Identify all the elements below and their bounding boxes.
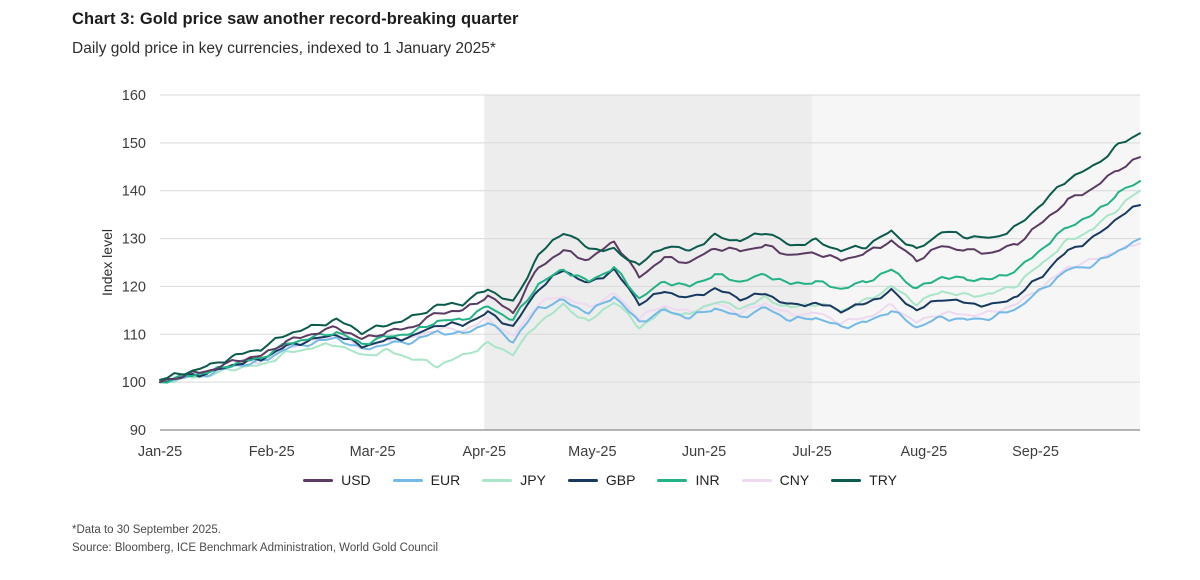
x-axis-labels: Jan-25 Feb-25 Mar-25 Apr-25 May-25 Jun-25 Jul-… bbox=[138, 444, 1059, 460]
legend-item-cny: CNY bbox=[741, 472, 810, 488]
svg-text:Mar-25: Mar-25 bbox=[350, 444, 396, 460]
grid-lines bbox=[160, 94, 1140, 431]
svg-text:90: 90 bbox=[130, 423, 146, 439]
series-line-jpy bbox=[159, 189, 1141, 384]
legend-swatch-gbp bbox=[567, 478, 598, 482]
series-line-gbp bbox=[159, 204, 1141, 384]
legend-swatch-cny bbox=[741, 478, 772, 482]
svg-text:Sep-25: Sep-25 bbox=[1012, 444, 1059, 460]
svg-text:Jun-25: Jun-25 bbox=[682, 444, 726, 460]
legend-item-inr: INR bbox=[657, 472, 720, 488]
legend-label: EUR bbox=[430, 472, 461, 488]
y-axis-title: Index level bbox=[99, 229, 115, 296]
legend-item-gbp: GBP bbox=[567, 472, 636, 488]
legend-swatch-eur bbox=[392, 478, 423, 482]
series-line-try bbox=[159, 132, 1141, 381]
legend-swatch-usd bbox=[303, 478, 334, 482]
chart-footnote: *Data to 30 September 2025. bbox=[72, 524, 221, 536]
legend-label: INR bbox=[695, 472, 720, 488]
svg-text:May-25: May-25 bbox=[568, 444, 616, 460]
svg-text:120: 120 bbox=[122, 279, 146, 295]
series-line-usd bbox=[159, 156, 1141, 384]
legend-label: CNY bbox=[779, 472, 810, 488]
legend-swatch-try bbox=[831, 478, 862, 482]
legend-label: TRY bbox=[869, 472, 897, 488]
legend-swatch-inr bbox=[657, 478, 688, 482]
svg-text:Jan-25: Jan-25 bbox=[138, 444, 182, 460]
series-lines bbox=[159, 132, 1141, 384]
svg-text:110: 110 bbox=[123, 327, 146, 343]
legend-item-try: TRY bbox=[831, 472, 897, 488]
svg-text:Feb-25: Feb-25 bbox=[249, 444, 295, 460]
series-line-eur bbox=[159, 237, 1141, 384]
svg-text:130: 130 bbox=[122, 232, 146, 248]
legend-swatch-jpy bbox=[482, 478, 513, 482]
chart-source: Source: Bloomberg, ICE Benchmark Adminis… bbox=[72, 542, 439, 554]
chart-title: Chart 3: Gold price saw another record-b… bbox=[72, 10, 519, 28]
svg-text:160: 160 bbox=[122, 88, 146, 104]
svg-text:100: 100 bbox=[122, 375, 146, 391]
series-line-inr bbox=[159, 180, 1141, 384]
chart-subtitle: Daily gold price in key currencies, inde… bbox=[72, 40, 496, 57]
legend-label: USD bbox=[341, 472, 371, 488]
legend-label: GBP bbox=[605, 472, 636, 488]
svg-text:150: 150 bbox=[122, 136, 146, 152]
svg-text:140: 140 bbox=[122, 184, 146, 200]
legend-item-jpy: JPY bbox=[482, 472, 546, 488]
gold-price-line-chart: 90 100 110 120 130 140 150 160 Jan-25 Feb-25 Mar-2… bbox=[99, 88, 1141, 460]
svg-text:Jul-25: Jul-25 bbox=[792, 444, 832, 460]
chart-legend: USD EUR JPY GBP INR CNY TRY bbox=[0, 472, 1200, 488]
legend-item-eur: EUR bbox=[392, 472, 461, 488]
legend-item-usd: USD bbox=[303, 472, 371, 488]
svg-text:Aug-25: Aug-25 bbox=[900, 444, 947, 460]
legend-label: JPY bbox=[520, 472, 546, 488]
y-axis-labels: 90 100 110 120 130 140 150 160 bbox=[122, 88, 146, 439]
svg-text:Apr-25: Apr-25 bbox=[462, 444, 506, 460]
